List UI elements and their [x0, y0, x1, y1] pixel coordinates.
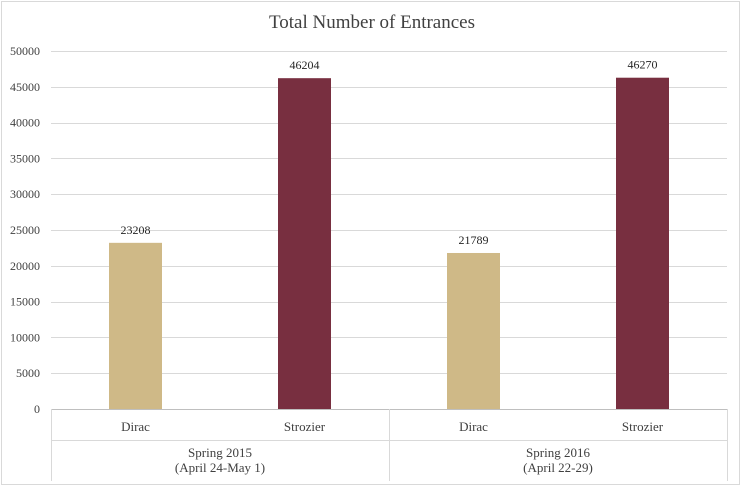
y-axis-ticks: 0 5000 10000 15000 20000 25000 30000 35000 40000…	[10, 44, 40, 416]
y-tick-label: 15000	[10, 295, 40, 309]
bars	[109, 77, 669, 410]
data-label: 46270	[628, 58, 658, 72]
chart-title: Total Number of Entrances	[269, 12, 475, 33]
y-tick-label: 40000	[10, 116, 40, 130]
x-category-label: Strozier	[622, 419, 664, 434]
data-label: 21789	[459, 233, 489, 247]
y-tick-label: 25000	[10, 223, 40, 237]
x-category-label: Dirac	[121, 419, 150, 434]
bar	[278, 78, 331, 410]
y-tick-label: 10000	[10, 330, 40, 344]
y-tick-label: 35000	[10, 151, 40, 165]
y-tick-label: 45000	[10, 80, 40, 94]
y-tick-label: 20000	[10, 259, 40, 273]
x-group-sublabel: (April 22-29)	[523, 460, 593, 475]
x-group-sublabel: (April 24-May 1)	[175, 460, 265, 475]
data-label: 46204	[290, 58, 320, 72]
x-category-label: Dirac	[459, 419, 488, 434]
y-tick-label: 50000	[10, 44, 40, 58]
y-tick-label: 30000	[10, 187, 40, 201]
data-labels: 23208 46204 21789 46270	[121, 58, 658, 247]
bar	[447, 252, 500, 409]
x-group-label: Spring 2016	[526, 445, 590, 460]
y-tick-label: 0	[34, 402, 40, 416]
bar	[109, 242, 162, 409]
data-label: 23208	[121, 223, 151, 237]
gridlines	[51, 51, 727, 410]
x-category-label: Strozier	[284, 419, 326, 434]
x-group-label: Spring 2015	[188, 445, 252, 460]
bar	[616, 77, 669, 410]
y-tick-label: 5000	[16, 366, 40, 380]
